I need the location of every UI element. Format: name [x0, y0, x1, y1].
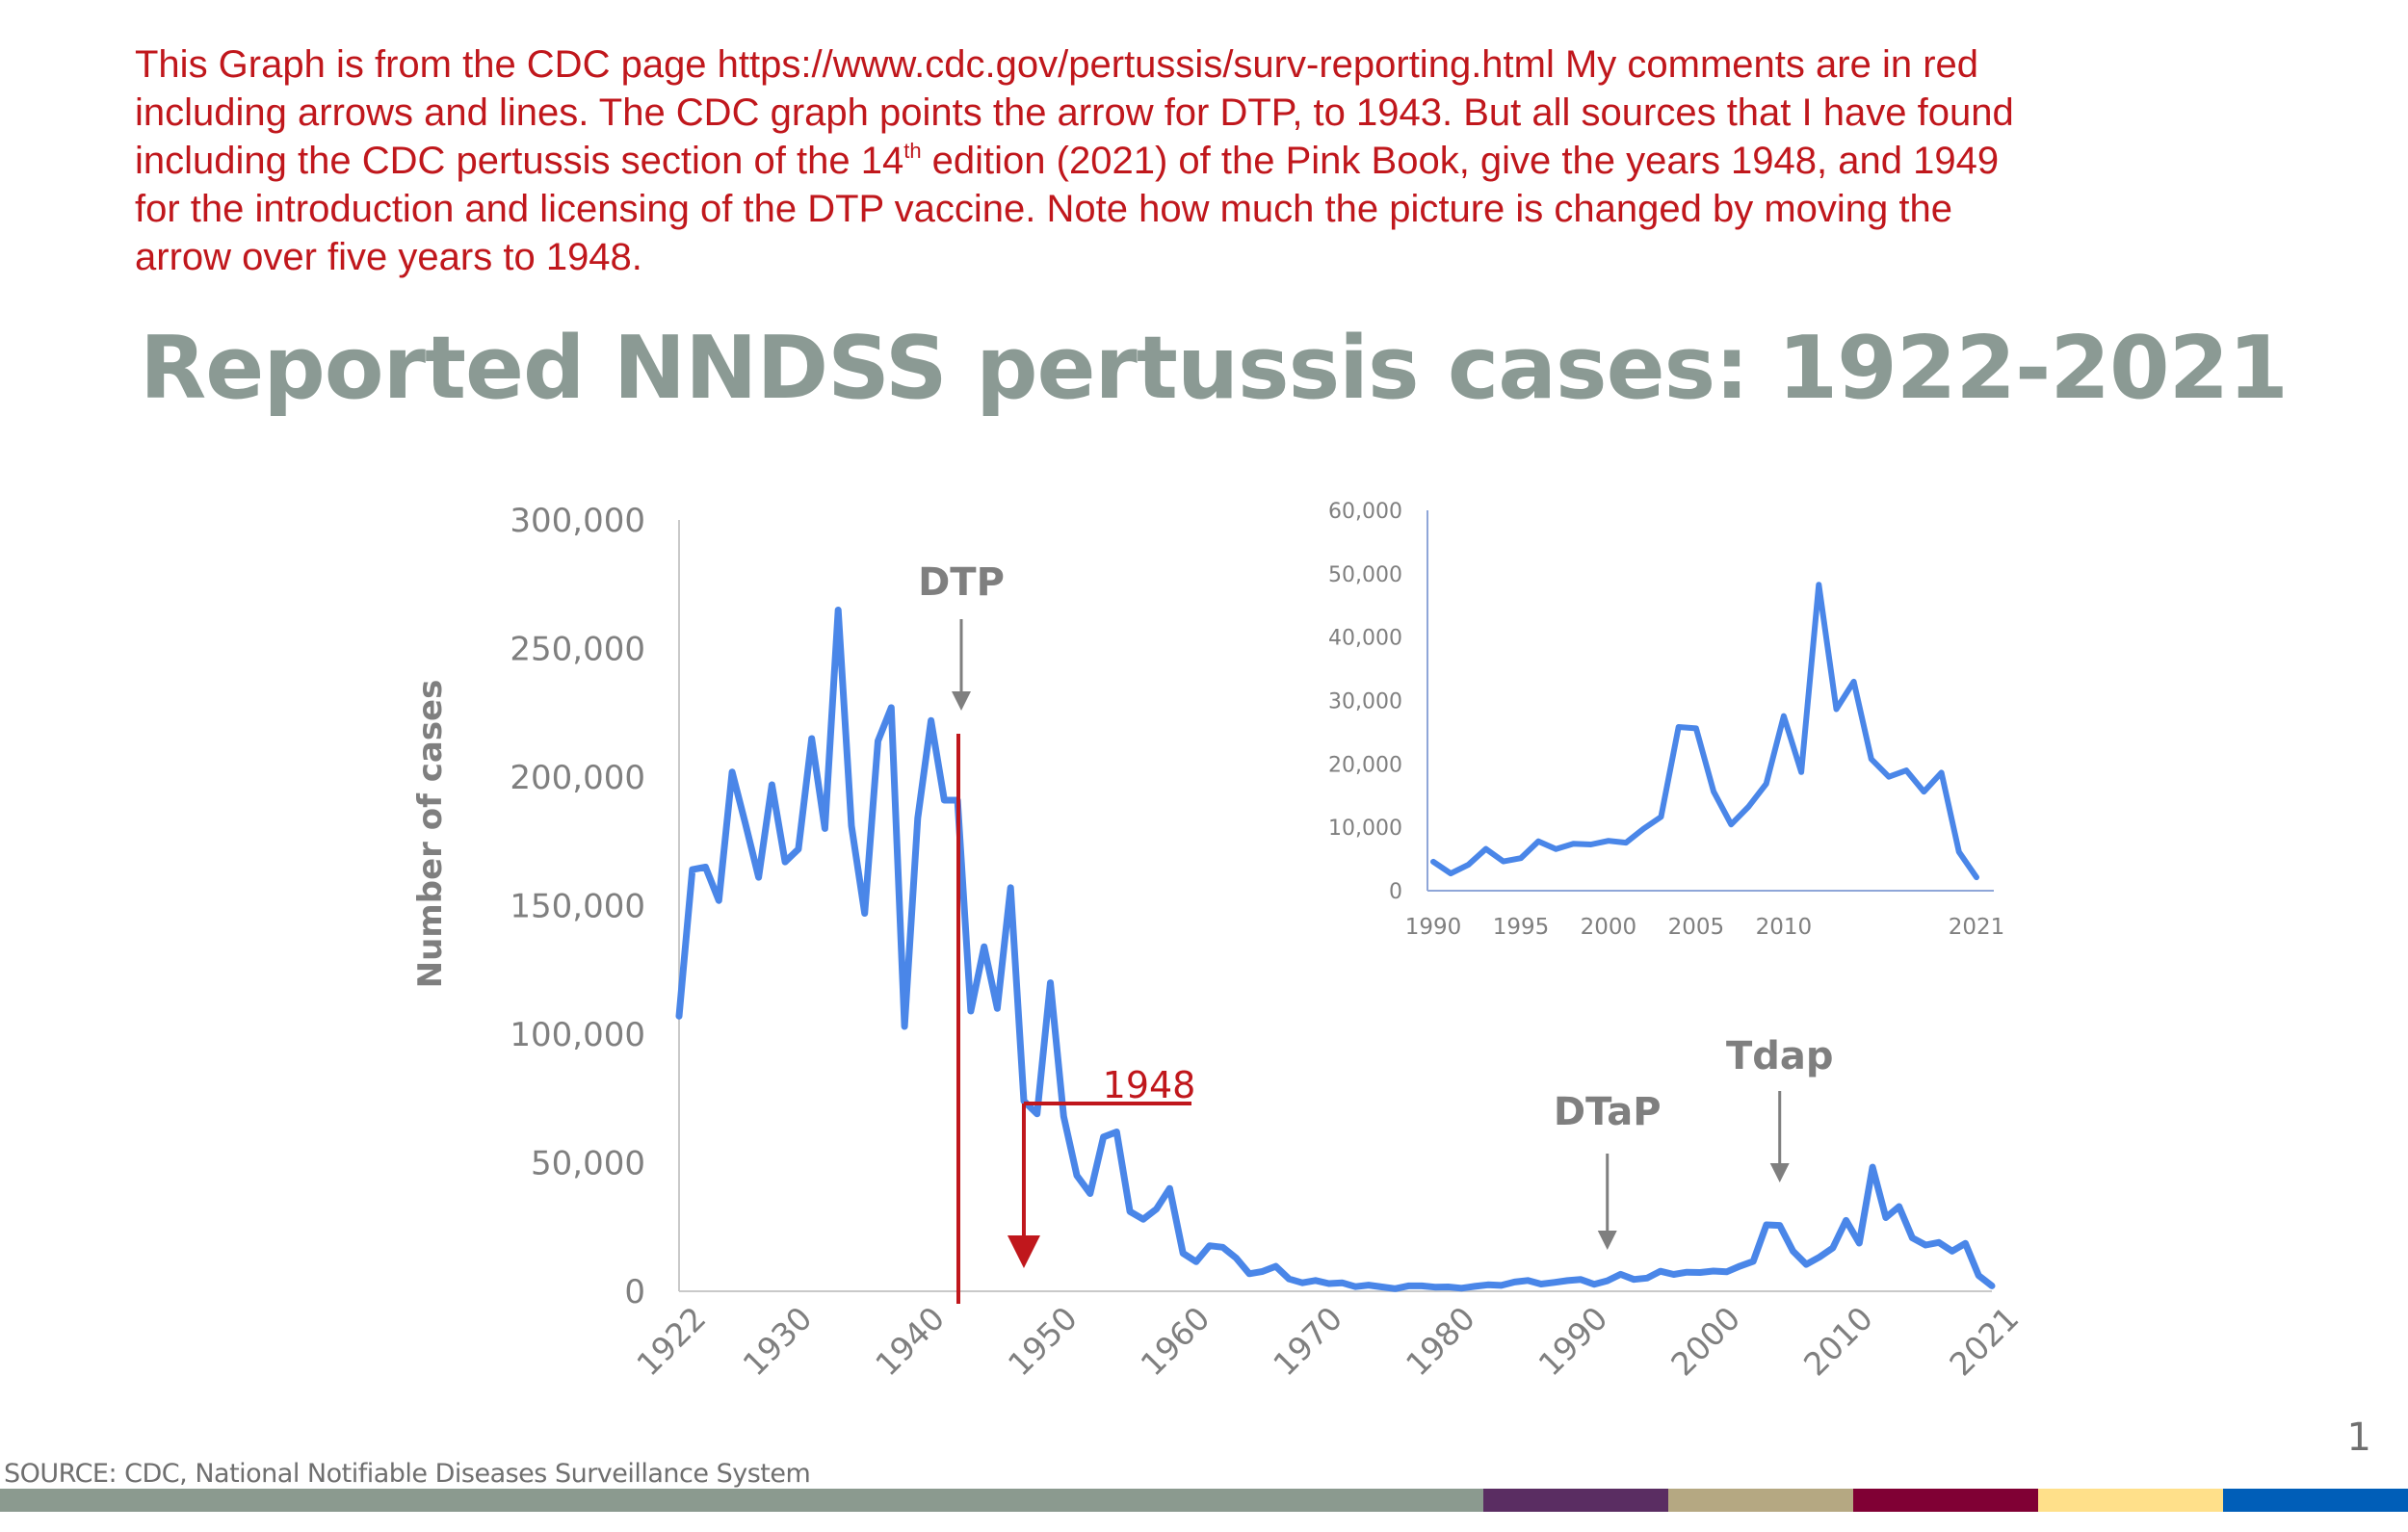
comment-line-3-start: including the CDC pertussis section of t… — [135, 140, 904, 182]
comment-line-3: including the CDC pertussis section of t… — [135, 137, 2312, 185]
main-x-tick-label: 1922 — [629, 1299, 713, 1383]
tdap-arrow-head — [1769, 1163, 1790, 1182]
slide-number: 1 — [2346, 1415, 2371, 1460]
main-chart-axes — [678, 520, 1992, 1292]
main-y-tick-label: 150,000 — [510, 888, 645, 926]
comment-line-1: This Graph is from the CDC page https://… — [135, 43, 1979, 86]
main-y-tick-label: 100,000 — [510, 1016, 645, 1054]
slide-title: Reported NNDSS pertussis cases: 1922-202… — [140, 318, 2289, 419]
comment-line-3-end: edition (2021) of the Pink Book, give th… — [921, 140, 2000, 182]
footer-color-segment — [0, 1489, 1483, 1512]
inset-y-tick-label: 50,000 — [1328, 563, 1402, 587]
main-y-tick-label: 300,000 — [510, 502, 645, 540]
main-y-tick-label: 0 — [624, 1273, 645, 1311]
inset-x-tick-label: 2000 — [1581, 915, 1637, 940]
comment-ordinal-suffix: th — [903, 139, 922, 163]
red-annotation-1948: 1948 — [1103, 1064, 1196, 1106]
inset-x-tick-label: 2021 — [1949, 915, 2005, 940]
inset-y-tick-label: 30,000 — [1328, 690, 1402, 714]
inset-chart-axes — [1426, 510, 1994, 892]
main-x-tick-label: 1990 — [1531, 1299, 1615, 1383]
footer-color-segment — [1483, 1489, 1668, 1512]
source-note: SOURCE: CDC, National Notifiable Disease… — [4, 1459, 811, 1489]
dtp-label: DTP — [918, 560, 1005, 605]
comment-line-5: arrow over five years to 1948. — [135, 236, 642, 278]
main-x-tick-label: 1930 — [736, 1299, 820, 1383]
footer-color-segment — [1668, 1489, 1853, 1512]
comment-line-4: for the introduction and licensing of th… — [135, 188, 1952, 230]
comment-line-2: including arrows and lines. The CDC grap… — [135, 91, 2014, 134]
inset-x-tick-label: 2005 — [1668, 915, 1725, 940]
y-axis-label: Number of cases — [411, 680, 450, 989]
main-chart-tick-labels: 0 50,000 100,000 150,000 200,000 250,000 300,0… — [510, 502, 2026, 1383]
tdap-label: Tdap — [1726, 1034, 1834, 1078]
main-x-tick-label: 1980 — [1399, 1299, 1482, 1383]
dtap-label: DTaP — [1554, 1090, 1662, 1134]
dtap-arrow-head — [1597, 1231, 1617, 1250]
main-x-tick-label: 2000 — [1663, 1299, 1747, 1383]
main-chart-annotations: DTP DTaP Tdap 1948 — [918, 560, 1833, 1304]
red-comment-text: This Graph is from the CDC page https://… — [135, 40, 2312, 281]
inset-series-line — [1430, 582, 1979, 881]
red-arrow-1948-head — [1007, 1235, 1040, 1268]
footer-color-segment — [2038, 1489, 2223, 1512]
main-y-tick-label: 50,000 — [531, 1145, 645, 1183]
inset-chart-tick-labels: 0 10,000 20,000 30,000 40,000 50,000 60,000 199… — [1328, 500, 2004, 940]
main-y-tick-label: 200,000 — [510, 759, 645, 797]
footer-color-segment — [1853, 1489, 2038, 1512]
inset-y-tick-label: 40,000 — [1328, 627, 1402, 651]
inset-x-tick-label: 2010 — [1756, 915, 1813, 940]
inset-y-tick-label: 20,000 — [1328, 753, 1402, 777]
main-x-tick-label: 1960 — [1134, 1299, 1217, 1383]
inset-series-pertussis-cases — [1430, 582, 1979, 881]
dtp-arrow-head — [952, 691, 971, 711]
main-series-pertussis-cases — [675, 607, 1996, 1292]
main-x-tick-label: 1970 — [1266, 1299, 1349, 1383]
inset-y-tick-label: 60,000 — [1328, 500, 1402, 524]
inset-x-tick-label: 1990 — [1405, 915, 1462, 940]
main-x-tick-label: 1950 — [1001, 1299, 1085, 1383]
main-x-tick-label: 1940 — [868, 1299, 952, 1383]
main-x-tick-label: 2021 — [1942, 1299, 2026, 1383]
main-y-tick-label: 250,000 — [510, 631, 645, 669]
footer-color-bar — [0, 1489, 2408, 1512]
main-x-tick-label: 2010 — [1796, 1299, 1880, 1383]
main-series-line — [675, 607, 1996, 1292]
inset-x-tick-label: 1995 — [1493, 915, 1550, 940]
inset-y-tick-label: 10,000 — [1328, 817, 1402, 841]
footer-color-segment — [2223, 1489, 2408, 1512]
inset-y-tick-label: 0 — [1389, 880, 1402, 904]
